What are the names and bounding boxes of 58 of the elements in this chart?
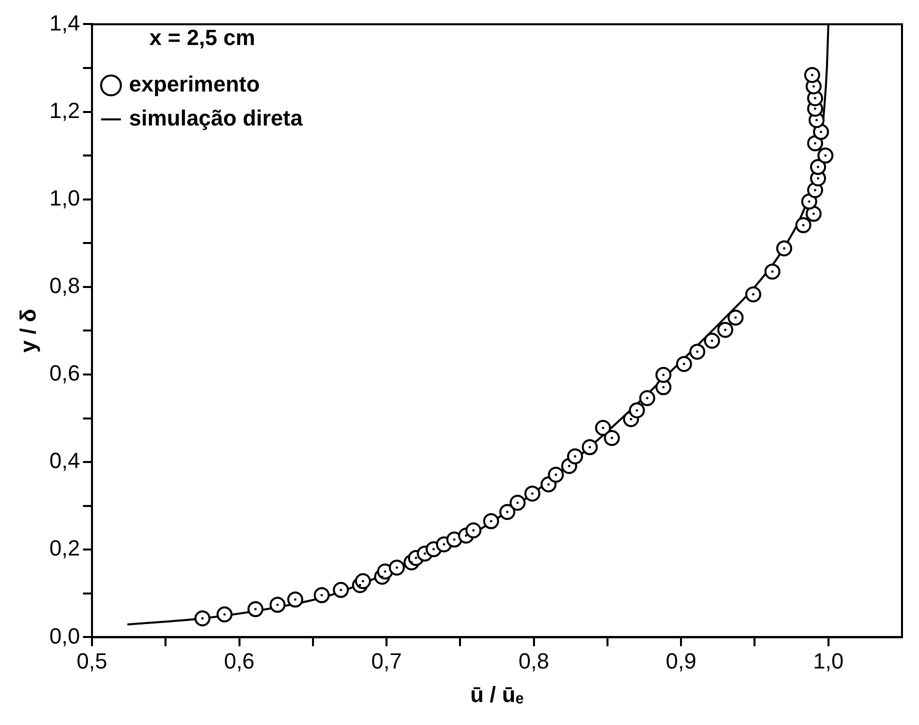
x-tick-label: 0,5	[76, 648, 108, 674]
point	[807, 135, 824, 152]
x-tick-label: 0,9	[666, 648, 696, 674]
point	[332, 582, 349, 598]
point	[465, 522, 482, 538]
point	[194, 610, 210, 626]
point	[216, 606, 233, 622]
point	[810, 158, 826, 175]
point	[388, 560, 405, 576]
point	[813, 124, 829, 140]
point	[639, 390, 656, 406]
y-tick-label: 1,4	[49, 10, 80, 36]
point	[314, 587, 330, 604]
y-tick-label: 0,8	[49, 272, 80, 298]
point	[524, 486, 540, 502]
point	[270, 596, 286, 613]
point	[287, 592, 304, 608]
point	[582, 439, 598, 456]
point	[655, 366, 672, 383]
point	[247, 601, 264, 618]
y-axis-title: y / δ	[15, 308, 40, 353]
y-tick-label: 0,0	[49, 623, 80, 648]
point	[499, 504, 516, 520]
point	[704, 332, 720, 349]
x-tick-label: 0,8	[518, 648, 550, 674]
point	[806, 206, 822, 222]
point	[745, 286, 762, 302]
point	[717, 322, 734, 338]
point	[628, 402, 645, 418]
y-tick-label: 1,0	[49, 185, 80, 210]
point	[801, 194, 818, 210]
point	[776, 240, 792, 256]
y-tick-label: 0,4	[49, 448, 80, 474]
x-tick-label: 0,6	[224, 648, 255, 674]
x-tick-label: 1,0	[813, 648, 844, 674]
point	[595, 420, 612, 436]
point	[795, 217, 812, 234]
point	[567, 448, 584, 464]
point	[354, 573, 371, 590]
point	[764, 264, 780, 280]
y-tick-label: 0,2	[49, 536, 80, 561]
point	[689, 344, 706, 360]
point	[804, 66, 820, 83]
x-axis-title: ū / ūₑ	[470, 682, 524, 707]
legend-label: experimento	[128, 71, 260, 96]
point	[817, 148, 834, 164]
point	[548, 466, 564, 483]
point	[728, 310, 744, 326]
point	[676, 356, 692, 372]
legend-title: x = 2,5 cm	[149, 25, 256, 50]
point	[510, 494, 526, 511]
point	[483, 513, 500, 530]
y-tick-label: 1,2	[49, 98, 80, 123]
point	[377, 564, 394, 580]
x-tick-label: 0,7	[371, 648, 402, 674]
y-tick-label: 0,6	[49, 360, 80, 386]
point	[604, 430, 620, 446]
legend-label: simulação direta	[128, 105, 304, 130]
